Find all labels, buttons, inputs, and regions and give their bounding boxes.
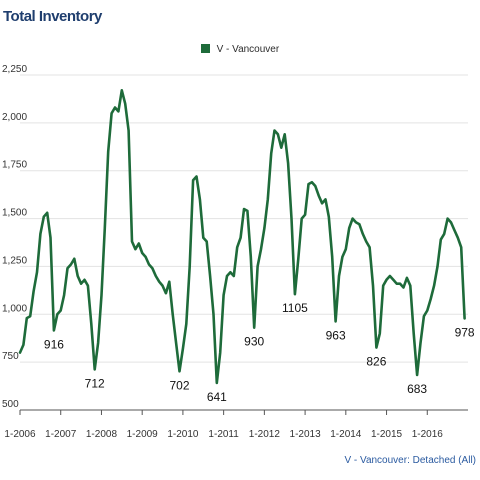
data-label: 683 [407, 382, 427, 396]
x-tick-label: 1-2008 [86, 429, 118, 440]
y-tick-label: 1,500 [2, 208, 27, 219]
x-tick-label: 1-2012 [249, 429, 281, 440]
axes: 500 750 1,000 1,250 1,500 1,750 2,000 2,250 1-20… [2, 64, 468, 440]
source-label: V - Vancouver: Detached (All) [344, 455, 476, 466]
y-tick-label: 500 [2, 399, 19, 410]
x-tick-label: 1-2006 [4, 429, 36, 440]
y-tick-label: 1,750 [2, 160, 27, 171]
series-line-v-vancouver [18, 89, 466, 385]
data-label: 712 [85, 376, 105, 390]
data-label: 930 [244, 335, 264, 349]
y-tick-label: 1,000 [2, 303, 27, 314]
x-tick-label: 1-2013 [290, 429, 322, 440]
y-tick-label: 2,000 [2, 112, 27, 123]
data-label: 963 [326, 328, 346, 342]
y-tick-label: 2,250 [2, 64, 27, 75]
y-tick-label: 750 [2, 351, 19, 362]
data-label: 978 [455, 325, 475, 339]
x-tick-label: 1-2014 [330, 429, 362, 440]
x-tick-label: 1-2011 [208, 429, 239, 440]
data-labels: 916 712 702 641 930 1105 963 826 683 978 [44, 301, 475, 404]
legend[interactable]: V - Vancouver [0, 44, 480, 55]
series-layer [18, 89, 466, 385]
x-tick-label: 1-2009 [127, 429, 159, 440]
legend-label: V - Vancouver [216, 44, 280, 55]
x-tick-label: 1-2010 [167, 429, 199, 440]
data-label: 702 [169, 378, 189, 392]
data-label: 826 [366, 355, 386, 369]
x-tick-label: 1-2015 [371, 429, 403, 440]
y-tick-label: 1,250 [2, 255, 27, 266]
x-tick-label: 1-2016 [412, 429, 444, 440]
legend-swatch [200, 44, 210, 53]
data-label: 1105 [282, 301, 308, 315]
chart-title: Total Inventory [3, 8, 102, 25]
data-label: 641 [207, 390, 227, 404]
data-label: 916 [44, 337, 64, 351]
x-tick-label: 1-2007 [45, 429, 77, 440]
